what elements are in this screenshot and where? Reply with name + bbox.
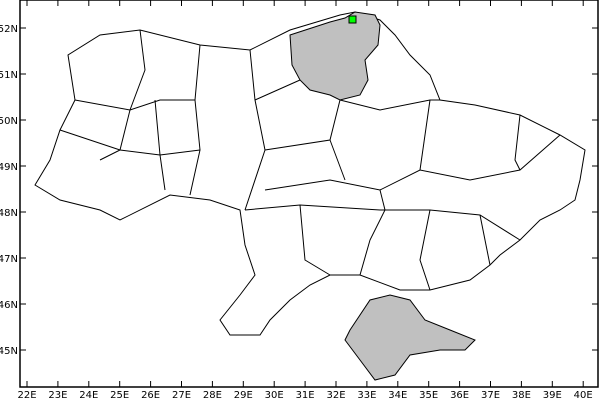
lon-tick-label: 23E — [48, 390, 67, 400]
lon-tick-label: 29E — [234, 390, 253, 400]
lat-tick-label: 47N — [0, 254, 18, 265]
lat-tick-label: 50N — [0, 116, 18, 127]
location-marker[interactable] — [348, 15, 357, 24]
lat-tick-label: 52N — [0, 24, 18, 35]
lat-tick-label: 45N — [0, 346, 18, 357]
lat-tick-label: 48N — [0, 208, 18, 219]
lon-tick-label: 26E — [141, 390, 160, 400]
lat-tick-label: 46N — [0, 300, 18, 311]
lon-tick-label: 25E — [110, 390, 129, 400]
lat-tick-label: 51N — [0, 70, 18, 81]
lon-tick-label: 32E — [326, 390, 345, 400]
lon-tick-label: 34E — [388, 390, 407, 400]
region-chernihiv[interactable] — [289, 11, 381, 101]
longitude-axis: 22E 23E 24E 25E 26E 27E 28E 29E 30E 31E 32E 33E 34E 3… — [17, 0, 593, 400]
lon-tick-label: 33E — [357, 390, 376, 400]
lon-tick-label: 40E — [574, 390, 593, 400]
oblast-borders — [59, 29, 561, 291]
lon-tick-label: 28E — [203, 390, 222, 400]
lon-tick-label: 22E — [17, 390, 36, 400]
lat-tick-label: 49N — [0, 162, 18, 173]
region-crimea[interactable] — [344, 294, 476, 381]
lon-tick-label: 37E — [481, 390, 500, 400]
latitude-axis: 45N 46N 47N 48N 49N 50N 51N 52N — [0, 24, 598, 357]
lon-tick-label: 27E — [172, 390, 191, 400]
lon-tick-label: 36E — [450, 390, 469, 400]
lon-tick-label: 31E — [296, 390, 315, 400]
lon-tick-label: 24E — [79, 390, 98, 400]
lon-tick-label: 38E — [512, 390, 531, 400]
lon-tick-label: 35E — [419, 390, 438, 400]
lon-tick-label: 30E — [265, 390, 284, 400]
lon-tick-label: 39E — [543, 390, 562, 400]
